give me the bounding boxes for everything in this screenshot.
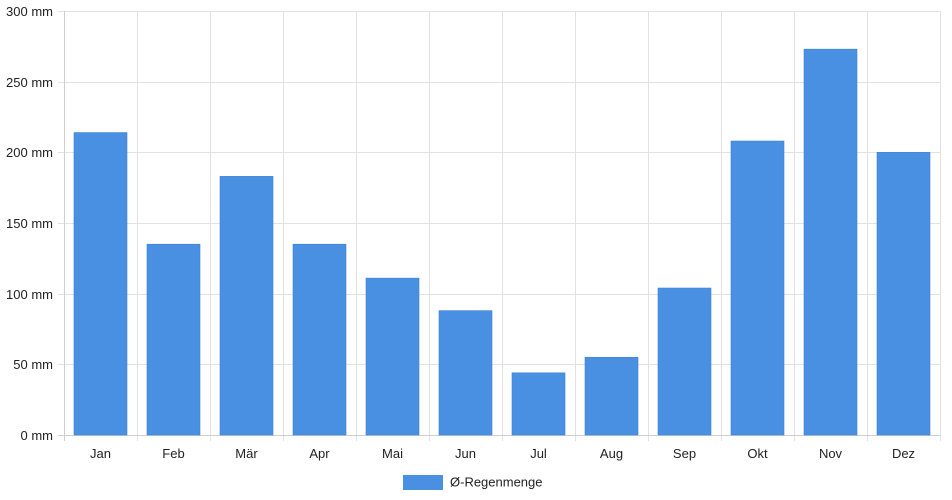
x-tick-label: Okt	[747, 446, 768, 461]
bar-apr[interactable]	[292, 243, 347, 436]
y-tick-label: 150 mm	[6, 216, 53, 231]
x-tick-label: Mai	[382, 446, 403, 461]
y-tick-label: 50 mm	[13, 357, 53, 372]
x-tick-label: Aug	[600, 446, 623, 461]
bar-feb[interactable]	[146, 243, 201, 436]
x-tick-label: Nov	[819, 446, 843, 461]
y-axis-tick-labels: 0 mm 50 mm 100 mm 150 mm 200 mm 250 mm 300 mm	[6, 4, 53, 443]
axes	[58, 11, 940, 441]
x-tick-label: Dez	[892, 446, 915, 461]
bar-mär[interactable]	[219, 176, 274, 436]
x-tick-label: Jul	[530, 446, 547, 461]
x-tick-label: Sep	[673, 446, 696, 461]
x-tick-label: Feb	[162, 446, 184, 461]
bar-jul[interactable]	[511, 372, 566, 436]
y-tick-label: 100 mm	[6, 287, 53, 302]
y-tick-label: 0 mm	[21, 428, 54, 443]
grid-lines	[58, 11, 941, 441]
legend-swatch[interactable]	[403, 475, 443, 490]
x-tick-label: Apr	[309, 446, 330, 461]
legend[interactable]: Ø-Regenmenge	[403, 475, 543, 491]
bar-sep[interactable]	[657, 287, 712, 436]
bar-nov[interactable]	[803, 48, 858, 436]
y-tick-label: 250 mm	[6, 75, 53, 90]
y-tick-label: 200 mm	[6, 145, 53, 160]
bar-jun[interactable]	[438, 310, 493, 436]
bar-dez[interactable]	[876, 152, 931, 436]
x-tick-label: Jan	[90, 446, 111, 461]
x-axis-tick-labels: Jan Feb Mär Apr Mai Jun Jul Aug Sep Okt Nov Dez	[90, 446, 915, 461]
bars	[73, 48, 931, 436]
x-tick-label: Jun	[455, 446, 476, 461]
x-tick-label: Mär	[235, 446, 258, 461]
bar-aug[interactable]	[584, 356, 639, 436]
y-tick-label: 300 mm	[6, 4, 53, 19]
bar-mai[interactable]	[365, 277, 420, 436]
bar-jan[interactable]	[73, 132, 128, 436]
legend-label[interactable]: Ø-Regenmenge	[450, 475, 543, 490]
bar-okt[interactable]	[730, 140, 785, 436]
